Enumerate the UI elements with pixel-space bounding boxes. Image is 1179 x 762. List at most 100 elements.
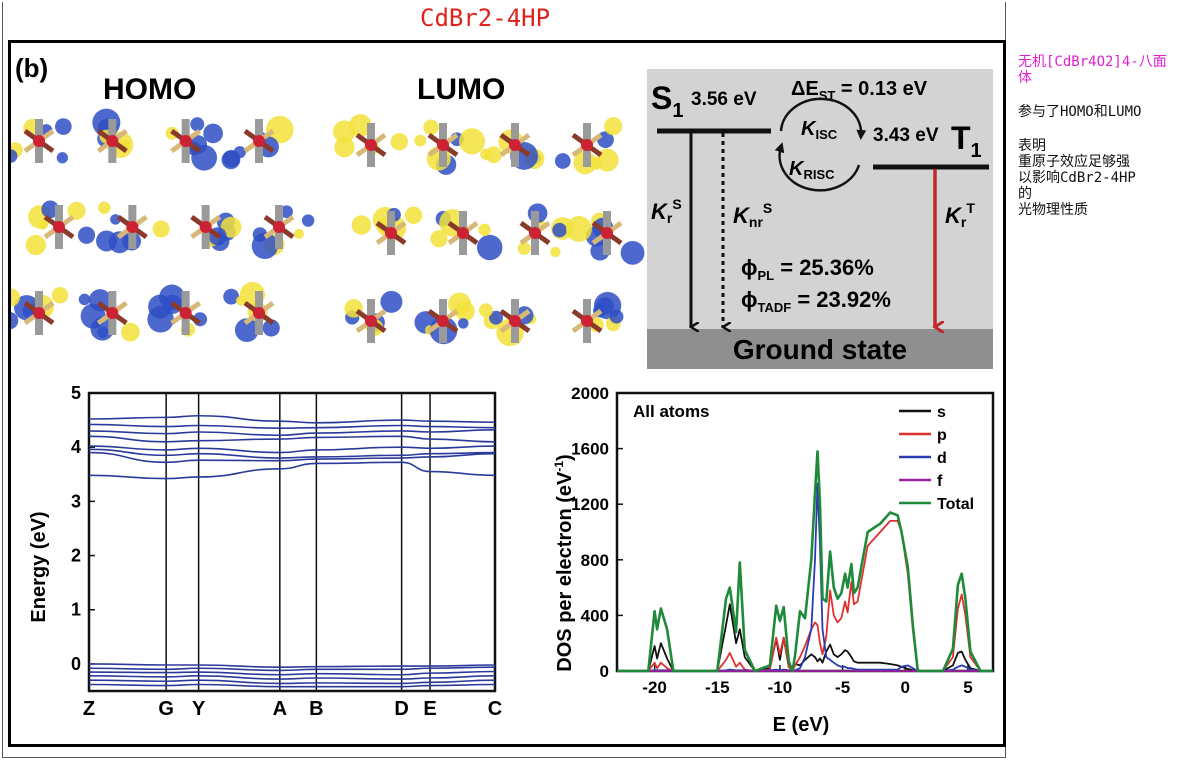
band-ylabel: Energy (eV)	[28, 511, 50, 622]
orbital-lobe	[51, 286, 69, 304]
legend-label: f	[937, 473, 943, 490]
y-tick-label: 400	[581, 606, 609, 625]
y-tick-label: 5	[71, 383, 81, 403]
orbital-lobe	[489, 310, 503, 325]
band-line	[88, 663, 496, 668]
orbital-lobe	[604, 117, 623, 136]
k-point-label: A	[273, 698, 287, 720]
legend-label: d	[937, 450, 947, 467]
metal-center	[365, 315, 377, 327]
knr-s-label: KnrS	[733, 200, 772, 230]
k-point-label: B	[309, 698, 323, 720]
metal-center	[33, 135, 45, 147]
orbital-lobe	[203, 123, 223, 144]
homo-label: HOMO	[103, 73, 196, 106]
x-tick-label: -5	[835, 678, 850, 697]
band-line	[88, 670, 496, 676]
orbital-lobe	[280, 205, 293, 219]
orbital-lobe	[190, 117, 205, 132]
energy-level-diagram: Ground state S1 3.56 eV ΔEST = 0.13 eV 3…	[647, 69, 993, 369]
metal-center	[365, 139, 377, 151]
legend-label: p	[937, 427, 947, 444]
dos-ylabel: DOS per electron (eV-1)	[552, 454, 576, 671]
orbital-lobe	[351, 215, 372, 235]
metal-center	[106, 307, 119, 319]
s1-label: S1	[651, 80, 683, 122]
metal-center	[126, 221, 139, 233]
lumo-orbital-image	[332, 114, 645, 347]
k-point-label: Y	[192, 698, 206, 720]
k-point-label: Z	[83, 698, 95, 720]
orbital-lobe	[455, 301, 475, 322]
note-line: 的	[1018, 186, 1032, 202]
legend-label: s	[937, 404, 946, 421]
orbital-lobe	[252, 227, 268, 242]
metal-center	[437, 315, 449, 327]
band-structure-chart: Energy (eV) Z G Y A B D E C 5 4 3 2 1 0	[28, 383, 502, 720]
homo-orbital-image	[0, 108, 315, 342]
orbital-lobe	[554, 153, 571, 169]
metal-center	[601, 227, 613, 239]
band-line	[88, 429, 496, 437]
note-line: 表明	[1018, 138, 1046, 154]
orbital-lobe	[110, 214, 121, 225]
orbital-lobe	[478, 223, 491, 237]
orbital-lobe	[380, 290, 403, 313]
orbital-lobe	[67, 201, 86, 220]
orbital-lobe	[235, 295, 246, 306]
orbital-lobe	[423, 119, 439, 135]
orbital-lobe	[476, 234, 503, 261]
s1-energy: 3.56 eV	[691, 89, 757, 110]
ground-state-bar	[647, 329, 993, 369]
y-tick-label: 1600	[571, 440, 609, 459]
y-tick-label: 2	[71, 546, 81, 566]
orbital-lobe	[98, 201, 111, 214]
orbital-lobe	[595, 148, 619, 172]
note-line: 光物理性质	[1018, 202, 1088, 218]
band-line	[88, 445, 496, 454]
dos-series-p	[617, 520, 993, 672]
orbital-lobe	[485, 146, 503, 164]
dos-series-total	[617, 450, 993, 673]
band-line	[88, 448, 496, 459]
y-tick-label: 1200	[571, 495, 609, 514]
metal-center	[199, 221, 212, 233]
orbital-lobe	[457, 318, 469, 329]
slide-title: CdBr2-4HP	[420, 4, 551, 32]
metal-center	[385, 227, 397, 239]
orbital-lobe	[293, 228, 304, 239]
risc-arrow	[774, 142, 861, 192]
ground-state-label: Ground state	[733, 334, 907, 365]
k-point-label: D	[394, 698, 408, 720]
t1-label: T1	[951, 120, 982, 162]
orbital-lobe	[221, 150, 241, 170]
metal-center	[509, 139, 521, 151]
figure-svg: (b) HOMO LUMO Ground state S1 3.56 eV ΔE…	[0, 53, 995, 736]
orbital-lobe	[78, 293, 91, 306]
band-line	[88, 451, 496, 464]
metal-center	[581, 315, 593, 327]
orbital-lobe	[566, 215, 592, 242]
lumo-label: LUMO	[417, 73, 505, 106]
k-point-label: G	[158, 698, 174, 720]
band-line	[88, 679, 496, 685]
phi-tadf: ϕTADF = 23.92%	[741, 287, 891, 315]
band-line	[88, 414, 496, 424]
orbital-lobe	[148, 294, 173, 319]
metal-center	[53, 221, 65, 233]
orbital-lobe	[620, 240, 645, 265]
annotation-notes: 无机[CdBr4O2]4-八面体 参与了HOMO和LUMO 表明 重原子效应足够…	[1018, 54, 1178, 236]
y-tick-label: 2000	[571, 384, 609, 403]
band-line	[88, 423, 496, 430]
orbital-lobe	[152, 220, 170, 238]
metal-center	[179, 135, 192, 147]
orbital-lobe	[56, 152, 68, 164]
orbital-lobe	[390, 132, 408, 151]
orbital-lobe	[414, 134, 427, 147]
metal-center	[33, 307, 45, 319]
kr-t-label: KrT	[945, 200, 975, 230]
orbital-lobe	[96, 230, 118, 252]
y-tick-label: 1	[71, 600, 81, 620]
y-tick-label: 0	[600, 662, 609, 681]
k-risc-label: KRISC	[789, 158, 835, 182]
